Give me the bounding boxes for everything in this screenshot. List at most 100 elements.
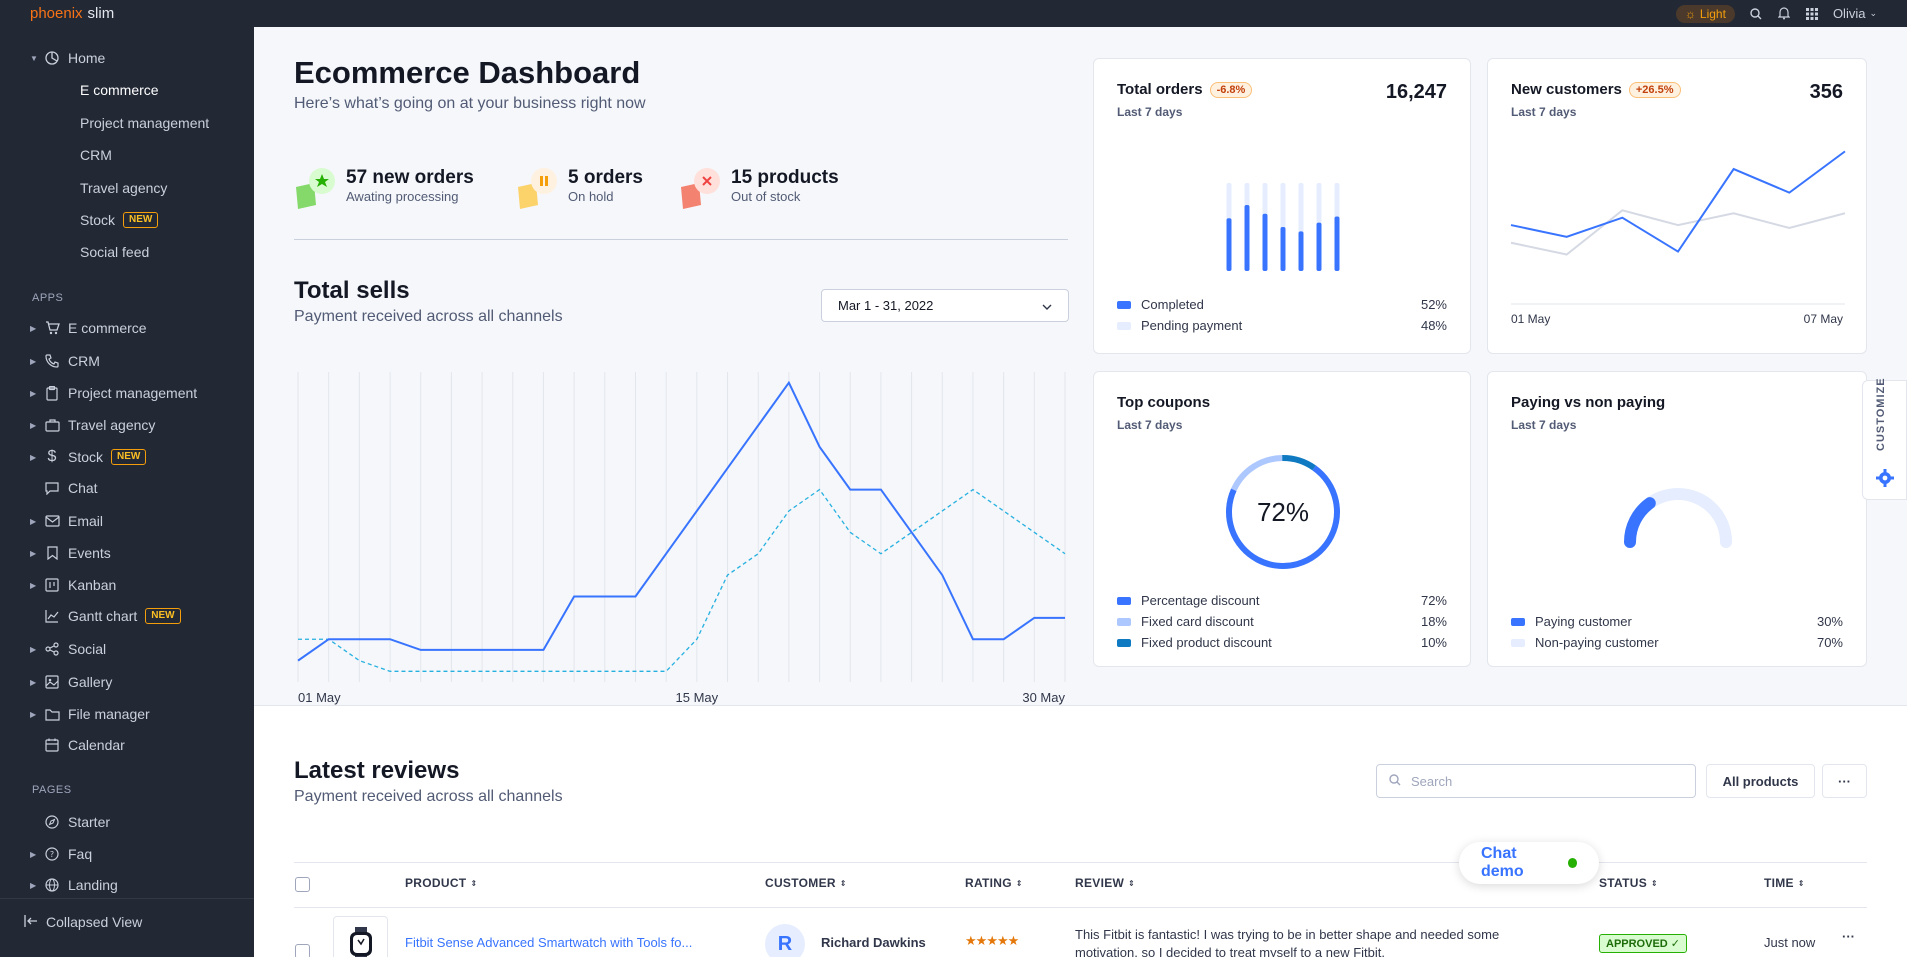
reviews-subtitle: Payment received across all channels bbox=[294, 788, 563, 805]
bar-completed bbox=[1280, 227, 1286, 271]
sidebar-sub-social-feed[interactable]: Social feed bbox=[80, 242, 149, 262]
review-line: motivation, so I decided to treat myself… bbox=[1075, 945, 1385, 957]
sidebar-item-label: Kanban bbox=[68, 577, 117, 593]
date-range-select[interactable]: Mar 1 - 31, 2022 bbox=[821, 289, 1069, 322]
sidebar-item-landing[interactable]: ▶ Landing bbox=[30, 874, 118, 896]
column-header-customer[interactable]: CUSTOMER ⇕ bbox=[765, 876, 847, 890]
column-header-status[interactable]: STATUS ⇕ bbox=[1599, 876, 1658, 890]
sidebar-item-file-manager[interactable]: ▶ File manager bbox=[30, 703, 150, 725]
sidebar-item-calendar[interactable]: Calendar bbox=[30, 734, 125, 756]
theme-toggle[interactable]: ☼ Light bbox=[1675, 4, 1735, 23]
select-all-checkbox[interactable] bbox=[295, 877, 310, 892]
collapsed-view-label: Collapsed View bbox=[46, 914, 143, 930]
sort-icon: ⇕ bbox=[1651, 878, 1659, 888]
sidebar-item-home[interactable]: ▼ Home bbox=[30, 47, 105, 69]
star-icon: ★ bbox=[965, 933, 977, 948]
gauge-value bbox=[1624, 497, 1656, 548]
sidebar-item-faq[interactable]: ▶ ? Faq bbox=[30, 843, 92, 865]
sidebar-sub-project-management[interactable]: Project management bbox=[80, 113, 209, 133]
series-line bbox=[1510, 150, 1846, 253]
reviews-search-input[interactable]: Search bbox=[1376, 764, 1696, 798]
sidebar-item-events[interactable]: ▶ Events bbox=[30, 542, 111, 564]
legend-value: 30% bbox=[1816, 614, 1843, 629]
legend-label: Non-paying customer bbox=[1535, 635, 1659, 650]
avatar: R bbox=[765, 924, 805, 957]
new-badge: NEW bbox=[123, 212, 159, 228]
column-label: RATING bbox=[965, 876, 1012, 890]
column-header-review[interactable]: REVIEW ⇕ bbox=[1075, 876, 1135, 890]
row-actions-button[interactable]: ··· bbox=[1842, 929, 1855, 944]
total-sells-subtitle: Payment received across all channels bbox=[294, 308, 563, 325]
sidebar-item-starter[interactable]: Starter bbox=[30, 811, 110, 833]
change-badge: -6.8% bbox=[1209, 81, 1253, 98]
card-title: Total orders bbox=[1117, 81, 1203, 98]
sidebar-item-label: Faq bbox=[68, 846, 93, 862]
sidebar-item-social[interactable]: ▶ Social bbox=[30, 638, 106, 660]
latest-reviews-section: Latest reviews Payment received across a… bbox=[254, 705, 1907, 957]
caret-right-icon: ▶ bbox=[30, 323, 37, 333]
user-menu[interactable]: Olivia ⌄ bbox=[1833, 6, 1877, 21]
donut-slice bbox=[1226, 465, 1340, 569]
customize-panel-toggle[interactable]: CUSTOMIZE bbox=[1862, 377, 1907, 500]
chat-demo-button[interactable]: Chat demo bbox=[1459, 842, 1599, 884]
legend-row: Completed 52% bbox=[1117, 297, 1447, 312]
card-value: 356 bbox=[1809, 81, 1843, 103]
apps-grid-icon[interactable] bbox=[1805, 7, 1819, 21]
sidebar-sub-ecommerce[interactable]: E commerce bbox=[80, 80, 159, 100]
sidebar-item-label: CRM bbox=[80, 147, 112, 163]
x-tick-label: 01 May bbox=[298, 690, 341, 705]
sidebar-sub-crm[interactable]: CRM bbox=[80, 145, 112, 165]
sidebar-item-crm[interactable]: ▶ CRM bbox=[30, 350, 100, 372]
sidebar-item-project-management[interactable]: ▶ Project management bbox=[30, 382, 197, 404]
product-thumbnail[interactable] bbox=[333, 916, 388, 957]
sidebar-sub-stock[interactable]: Stock NEW bbox=[80, 210, 159, 230]
change-badge: +26.5% bbox=[1628, 81, 1681, 98]
phone-icon bbox=[44, 353, 60, 369]
sidebar-item-label: Social feed bbox=[80, 244, 150, 260]
sidebar-item-kanban[interactable]: ▶ Kanban bbox=[30, 574, 116, 596]
bell-icon[interactable] bbox=[1777, 7, 1791, 21]
table-header-border bbox=[294, 907, 1867, 908]
column-header-rating[interactable]: RATING ⇕ bbox=[965, 876, 1023, 890]
series-line bbox=[297, 380, 1065, 662]
card-period: Last 7 days bbox=[1511, 105, 1577, 119]
new-badge: NEW bbox=[145, 608, 181, 624]
column-header-time[interactable]: TIME ⇕ bbox=[1764, 876, 1805, 890]
reviews-title: Latest reviews bbox=[294, 757, 460, 784]
pie-chart-icon bbox=[44, 50, 60, 66]
sidebar-item-gallery[interactable]: ▶ Gallery bbox=[30, 671, 112, 693]
sidebar-item-stock[interactable]: ▶ $ Stock NEW bbox=[30, 446, 147, 468]
sort-icon: ⇕ bbox=[1128, 878, 1136, 888]
sidebar-sub-travel-agency[interactable]: Travel agency bbox=[80, 178, 167, 198]
caret-down-icon: ▼ bbox=[30, 53, 38, 63]
sidebar-item-gantt-chart[interactable]: Gantt chart NEW bbox=[30, 605, 181, 627]
svg-text:?: ? bbox=[50, 850, 54, 859]
all-products-button[interactable]: All products bbox=[1706, 764, 1815, 798]
sidebar-item-ecommerce[interactable]: ▶ E commerce bbox=[30, 317, 147, 339]
caret-right-icon: ▶ bbox=[30, 849, 37, 859]
more-options-button[interactable]: ··· bbox=[1822, 764, 1867, 798]
caret-right-icon: ▶ bbox=[30, 516, 37, 526]
bar-completed bbox=[1316, 222, 1322, 271]
page-subtitle: Here’s what’s going on at your business … bbox=[294, 95, 646, 112]
search-icon[interactable] bbox=[1749, 7, 1763, 21]
product-link[interactable]: Fitbit Sense Advanced Smartwatch with To… bbox=[405, 935, 693, 950]
sidebar-item-email[interactable]: ▶ Email bbox=[30, 510, 103, 532]
legend-value: 70% bbox=[1816, 635, 1843, 650]
star-icon: ★ bbox=[1007, 933, 1020, 948]
image-icon bbox=[44, 674, 60, 690]
caret-right-icon: ▶ bbox=[30, 420, 37, 430]
x-badge-icon bbox=[679, 167, 720, 209]
sidebar-item-chat[interactable]: Chat bbox=[30, 477, 98, 499]
customer-name[interactable]: Richard Dawkins bbox=[821, 935, 926, 950]
collapsed-view-toggle[interactable]: Collapsed View bbox=[24, 914, 142, 930]
legend-swatch bbox=[1511, 638, 1525, 647]
search-icon bbox=[1389, 773, 1401, 789]
app-logo[interactable]: phoenix slim bbox=[30, 5, 114, 22]
sidebar-item-travel-agency[interactable]: ▶ Travel agency bbox=[30, 414, 155, 436]
column-header-product[interactable]: PRODUCT ⇕ bbox=[405, 876, 477, 890]
caret-right-icon: ▶ bbox=[30, 880, 37, 890]
stat-title: 15 products bbox=[731, 167, 839, 188]
legend-row: Paying customer 30% bbox=[1511, 614, 1843, 629]
row-checkbox[interactable] bbox=[295, 944, 310, 957]
